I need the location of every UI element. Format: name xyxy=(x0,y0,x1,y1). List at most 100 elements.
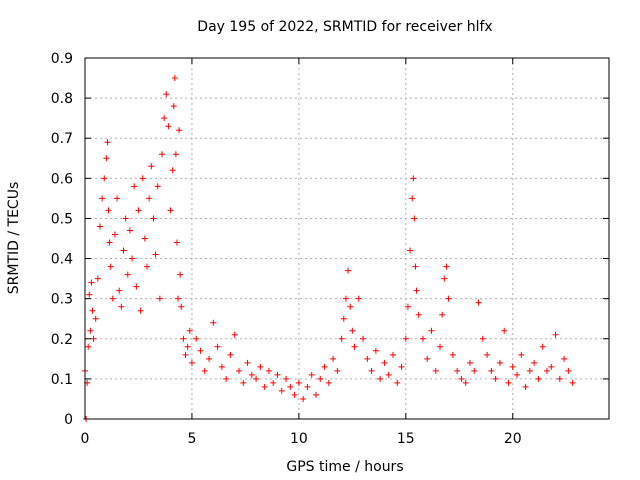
data-point xyxy=(99,195,106,202)
data-point xyxy=(398,363,405,370)
data-point xyxy=(360,335,367,342)
x-axis-title: GPS time / hours xyxy=(286,459,403,475)
data-point xyxy=(449,351,456,358)
data-point xyxy=(424,355,431,362)
data-point xyxy=(496,359,503,366)
axis-ticks: 0 5 10 15 20 0 0.1 0.2 0.3 0.4 0.5 0.6 0.7 0.8 0.9 xyxy=(51,51,609,447)
data-point xyxy=(535,375,542,382)
data-point xyxy=(471,367,478,374)
data-point xyxy=(274,371,281,378)
data-point xyxy=(462,379,469,386)
data-point xyxy=(201,367,208,374)
data-point xyxy=(300,395,307,402)
data-point xyxy=(89,307,96,314)
data-point xyxy=(368,367,375,374)
data-point xyxy=(111,231,118,238)
data-point xyxy=(120,247,127,254)
data-point xyxy=(539,343,546,350)
data-point xyxy=(278,387,285,394)
data-point xyxy=(466,359,473,366)
data-point xyxy=(514,371,521,378)
data-point xyxy=(349,327,356,334)
data-point xyxy=(552,331,559,338)
data-point xyxy=(441,275,448,282)
data-point xyxy=(531,359,538,366)
data-point xyxy=(150,215,157,222)
data-point xyxy=(304,383,311,390)
data-point xyxy=(437,343,444,350)
data-point xyxy=(265,367,272,374)
data-point xyxy=(101,175,108,182)
data-point xyxy=(419,335,426,342)
data-point xyxy=(96,223,103,230)
data-point xyxy=(182,351,189,358)
data-point xyxy=(295,379,302,386)
data-point xyxy=(342,295,349,302)
data-point xyxy=(104,139,111,146)
data-point xyxy=(177,271,184,278)
data-point xyxy=(158,151,165,158)
data-point xyxy=(109,295,116,302)
data-point xyxy=(509,363,516,370)
data-point xyxy=(287,383,294,390)
data-point xyxy=(443,263,450,270)
data-point xyxy=(270,379,277,386)
data-point xyxy=(156,295,163,302)
data-point xyxy=(412,263,419,270)
data-point xyxy=(90,335,97,342)
data-point xyxy=(334,367,341,374)
data-point xyxy=(231,331,238,338)
data-point xyxy=(389,351,396,358)
data-point xyxy=(148,163,155,170)
x-tick-label: 5 xyxy=(187,431,196,447)
data-point xyxy=(197,347,204,354)
data-point xyxy=(188,359,195,366)
data-point xyxy=(409,195,416,202)
data-point xyxy=(161,115,168,122)
data-point xyxy=(484,351,491,358)
data-point xyxy=(118,303,125,310)
data-point xyxy=(169,167,176,174)
data-point xyxy=(340,315,347,322)
data-point xyxy=(413,287,420,294)
data-point xyxy=(152,251,159,258)
data-point xyxy=(492,375,499,382)
data-point xyxy=(173,239,180,246)
data-point xyxy=(87,327,94,334)
y-tick-label: 0.1 xyxy=(51,372,73,388)
data-point xyxy=(317,375,324,382)
data-point xyxy=(133,283,140,290)
x-tick-label: 20 xyxy=(504,431,522,447)
data-point xyxy=(355,295,362,302)
data-point xyxy=(184,343,191,350)
data-point xyxy=(522,383,529,390)
plot-frame xyxy=(84,57,610,420)
x-tick-label: 10 xyxy=(290,431,308,447)
y-tick-label: 0.6 xyxy=(51,171,73,187)
data-point xyxy=(223,375,230,382)
chart-title: Day 195 of 2022, SRMTID for receiver hlf… xyxy=(197,19,492,35)
data-point xyxy=(308,371,315,378)
data-point xyxy=(94,275,101,282)
data-point xyxy=(178,303,185,310)
data-point xyxy=(141,235,148,242)
data-point xyxy=(364,355,371,362)
data-point xyxy=(240,379,247,386)
data-point xyxy=(407,247,414,254)
y-tick-label: 0.9 xyxy=(51,51,73,67)
data-point xyxy=(291,391,298,398)
data-point xyxy=(312,391,319,398)
data-point xyxy=(501,327,508,334)
y-axis-title: SRMTID / TECUs xyxy=(6,182,22,295)
data-point xyxy=(372,347,379,354)
data-point xyxy=(565,367,572,374)
y-tick-label: 0.3 xyxy=(51,292,73,308)
data-point xyxy=(411,215,418,222)
x-tick-label: 15 xyxy=(397,431,415,447)
data-point xyxy=(218,363,225,370)
data-point xyxy=(394,379,401,386)
data-point xyxy=(122,215,129,222)
data-point xyxy=(186,327,193,334)
data-point xyxy=(257,363,264,370)
data-point xyxy=(505,379,512,386)
